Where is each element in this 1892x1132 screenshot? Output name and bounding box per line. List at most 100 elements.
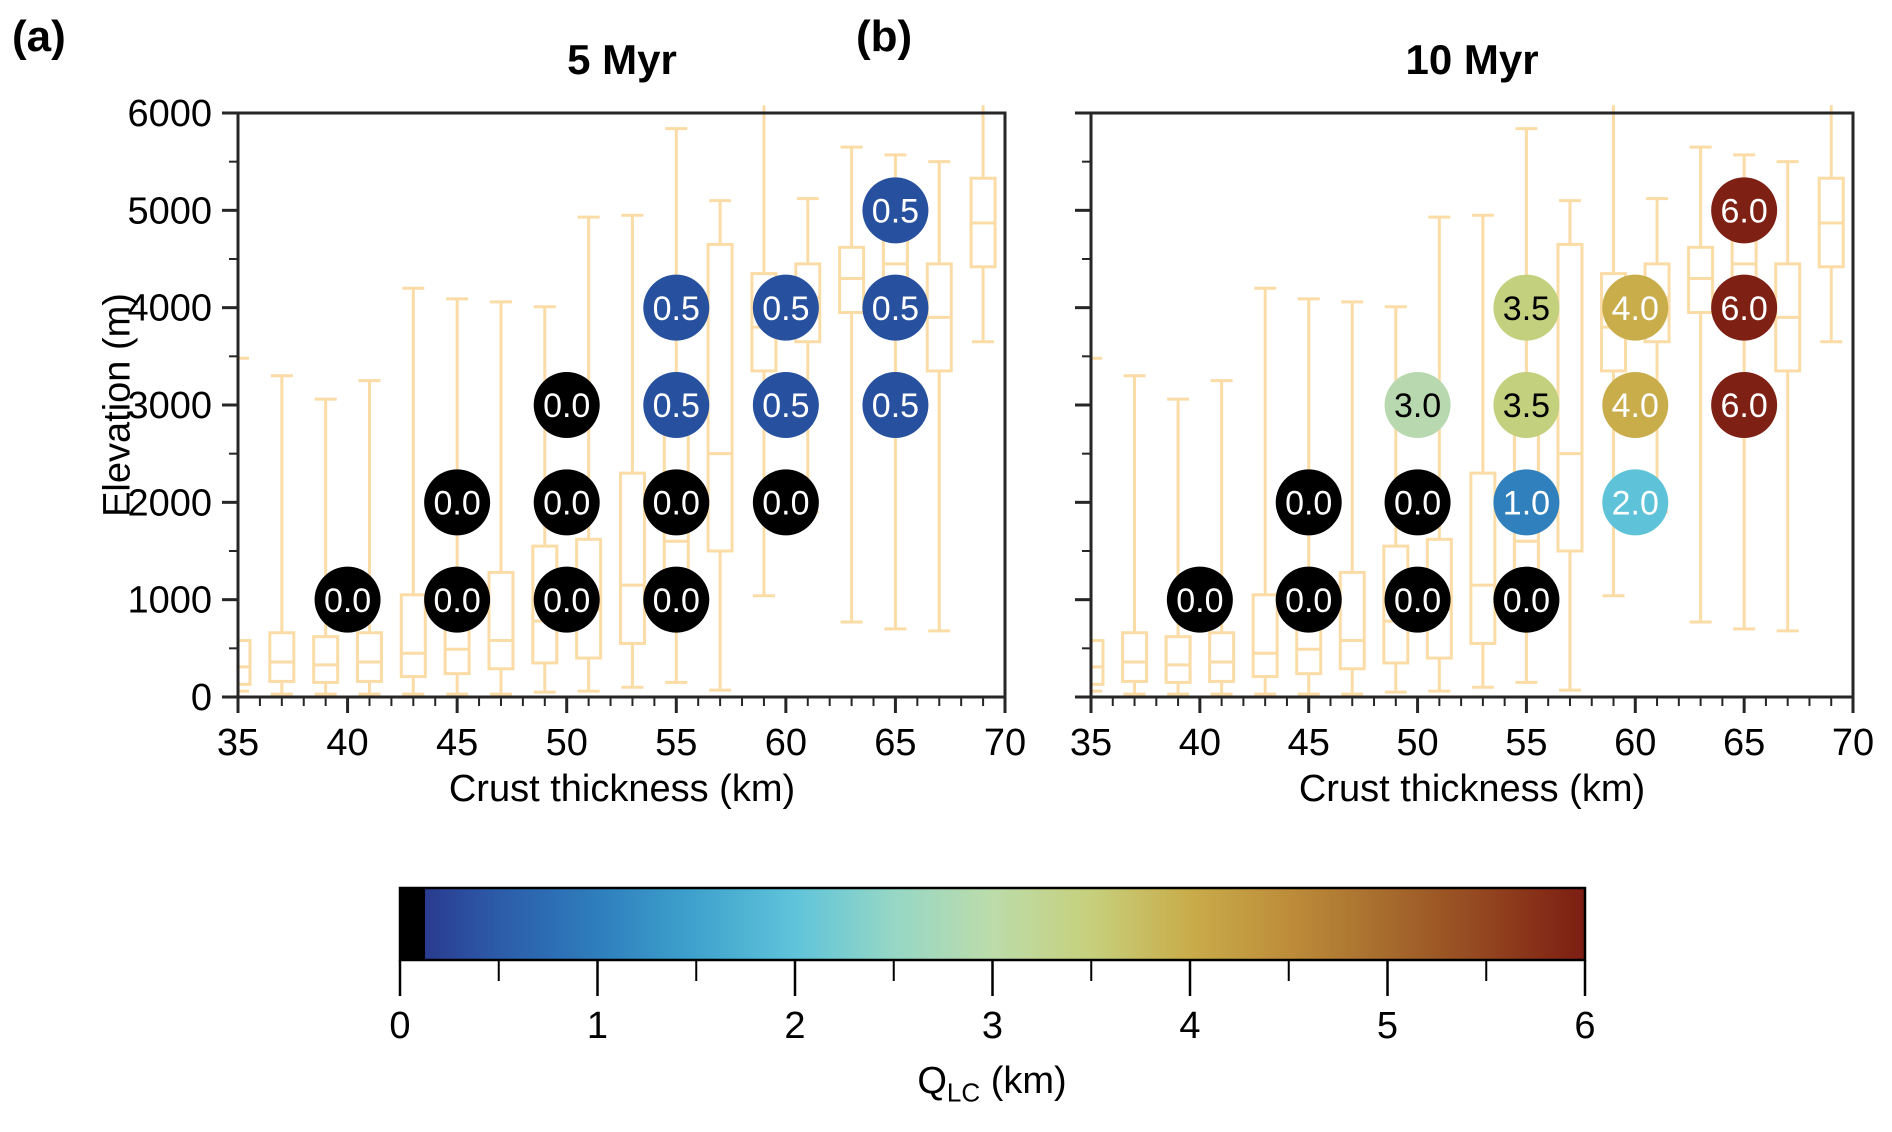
panel-b-marker: 2.0 <box>1602 469 1669 536</box>
panel-a-marker: 0.5 <box>643 372 710 438</box>
svg-text:4000: 4000 <box>127 288 212 330</box>
svg-text:0.0: 0.0 <box>1503 582 1550 620</box>
svg-text:0.5: 0.5 <box>872 387 919 425</box>
colorbar-title-sub: LC <box>946 1077 981 1108</box>
svg-text:0: 0 <box>191 677 212 719</box>
panel-a-marker: 0.5 <box>752 274 819 341</box>
svg-text:60: 60 <box>1614 722 1656 764</box>
panel-a-marker: 0.5 <box>862 274 929 341</box>
panel-b-marker: 0.0 <box>1275 469 1342 536</box>
svg-text:50: 50 <box>1396 722 1438 764</box>
svg-text:0.5: 0.5 <box>653 387 700 425</box>
svg-text:0.5: 0.5 <box>762 387 809 425</box>
panel-b-marker: 3.5 <box>1493 274 1560 341</box>
svg-text:0.0: 0.0 <box>1285 582 1332 620</box>
svg-text:2: 2 <box>784 1005 805 1047</box>
svg-text:55: 55 <box>1505 722 1547 764</box>
svg-text:3.5: 3.5 <box>1503 387 1550 425</box>
svg-text:2.0: 2.0 <box>1612 485 1659 523</box>
panel-b-marker: 6.0 <box>1711 177 1778 244</box>
svg-text:45: 45 <box>1288 722 1330 764</box>
svg-text:6.0: 6.0 <box>1721 387 1768 425</box>
colorbar-ticks <box>398 960 1587 996</box>
svg-text:70: 70 <box>1832 722 1874 764</box>
panel-b-marker: 1.0 <box>1493 469 1560 536</box>
panel-b-marker: 0.0 <box>1384 566 1451 633</box>
panel-a-marker: 0.0 <box>533 372 600 438</box>
panel-b-marker: 4.0 <box>1602 372 1669 438</box>
svg-text:0.0: 0.0 <box>434 485 481 523</box>
svg-text:40: 40 <box>1179 722 1221 764</box>
panel-a-marker: 0.0 <box>643 469 710 536</box>
svg-text:40: 40 <box>326 722 368 764</box>
panel-b-marker: 3.0 <box>1384 372 1451 438</box>
y-axis-title: Elevation (m) <box>96 293 139 517</box>
svg-text:0.0: 0.0 <box>324 582 371 620</box>
panel-a-marker: 0.0 <box>752 469 819 536</box>
panel-a-marker: 0.0 <box>533 566 600 633</box>
panel-a-markers: 0.0 0.0 0.0 0.0 0.0 0.0 0.0 0.0 0.0 0.5 0.5 0.5 0.5 0… <box>314 177 929 633</box>
colorbar: 0 1 2 3 4 5 6 <box>389 886 1596 1047</box>
panel-b-marker: 0.0 <box>1275 566 1342 633</box>
svg-text:2000: 2000 <box>127 482 212 524</box>
svg-text:0.5: 0.5 <box>653 290 700 328</box>
svg-text:45: 45 <box>436 722 478 764</box>
svg-text:0.0: 0.0 <box>1176 582 1223 620</box>
svg-text:3: 3 <box>982 1005 1003 1047</box>
svg-text:4.0: 4.0 <box>1612 290 1659 328</box>
svg-text:1: 1 <box>587 1005 608 1047</box>
panel-b-marker: 0.0 <box>1493 566 1560 633</box>
svg-text:35: 35 <box>1070 722 1112 764</box>
svg-text:0: 0 <box>389 1005 410 1047</box>
svg-text:0.0: 0.0 <box>1285 485 1332 523</box>
colorbar-title-main: Q <box>917 1060 947 1102</box>
svg-text:55: 55 <box>655 722 697 764</box>
svg-text:3.5: 3.5 <box>1503 290 1550 328</box>
x-axis-title-a: Crust thickness (km) <box>448 768 796 810</box>
panel-b-marker: 4.0 <box>1602 274 1669 341</box>
svg-text:0.0: 0.0 <box>434 582 481 620</box>
svg-text:0.5: 0.5 <box>762 290 809 328</box>
panel-a-marker: 0.5 <box>752 372 819 438</box>
svg-text:70: 70 <box>984 722 1026 764</box>
svg-text:4.0: 4.0 <box>1612 387 1659 425</box>
svg-text:1000: 1000 <box>127 580 212 622</box>
svg-text:0.0: 0.0 <box>653 582 700 620</box>
panel-a-tick-labels: 35 40 45 50 55 60 65 70 0 1000 2000 3000 4000 5000 600… <box>127 93 1026 764</box>
panel-b-tick-labels: 35 40 45 50 55 60 65 70 <box>1070 722 1874 764</box>
panel-b-ticks <box>1075 111 1855 713</box>
panel-b-marker: 6.0 <box>1711 372 1778 438</box>
panel-a-marker: 0.0 <box>424 566 491 633</box>
svg-text:0.0: 0.0 <box>543 582 590 620</box>
svg-text:0.5: 0.5 <box>872 290 919 328</box>
panel-a-marker: 0.0 <box>424 469 491 536</box>
svg-text:6.0: 6.0 <box>1721 290 1768 328</box>
panel-a-marker: 0.5 <box>862 177 929 244</box>
panel-a-letter: (a) <box>12 12 66 61</box>
panel-b-marker: 3.5 <box>1493 372 1560 438</box>
svg-text:1.0: 1.0 <box>1503 485 1550 523</box>
panel-a-marker: 0.5 <box>643 274 710 341</box>
panel-b-marker: 0.0 <box>1166 566 1233 633</box>
svg-text:0.0: 0.0 <box>1394 582 1441 620</box>
svg-text:35: 35 <box>217 722 259 764</box>
panel-b-title: 10 Myr <box>1405 36 1539 83</box>
svg-text:5: 5 <box>1377 1005 1398 1047</box>
svg-text:6000: 6000 <box>127 93 212 135</box>
panel-a-title: 5 Myr <box>567 36 677 83</box>
colorbar-title: QLC (km) <box>917 1060 1066 1109</box>
svg-text:3000: 3000 <box>127 385 212 427</box>
panel-b-boxplots <box>1091 105 1845 696</box>
panel-b-marker: 6.0 <box>1711 274 1778 341</box>
svg-text:65: 65 <box>874 722 916 764</box>
panel-a-marker: 0.0 <box>314 566 381 633</box>
svg-text:0.5: 0.5 <box>872 193 919 231</box>
x-axis-title-b: Crust thickness (km) <box>1298 768 1646 810</box>
svg-text:3.0: 3.0 <box>1394 387 1441 425</box>
colorbar-gradient <box>400 888 1585 960</box>
colorbar-tick-labels: 0 1 2 3 4 5 6 <box>389 1005 1595 1047</box>
panel-b-markers: 0.0 0.0 0.0 0.0 0.0 0.0 1.0 2.0 3.0 3.5 4.0 6.0 3.5 4… <box>1166 177 1778 633</box>
svg-text:50: 50 <box>546 722 588 764</box>
